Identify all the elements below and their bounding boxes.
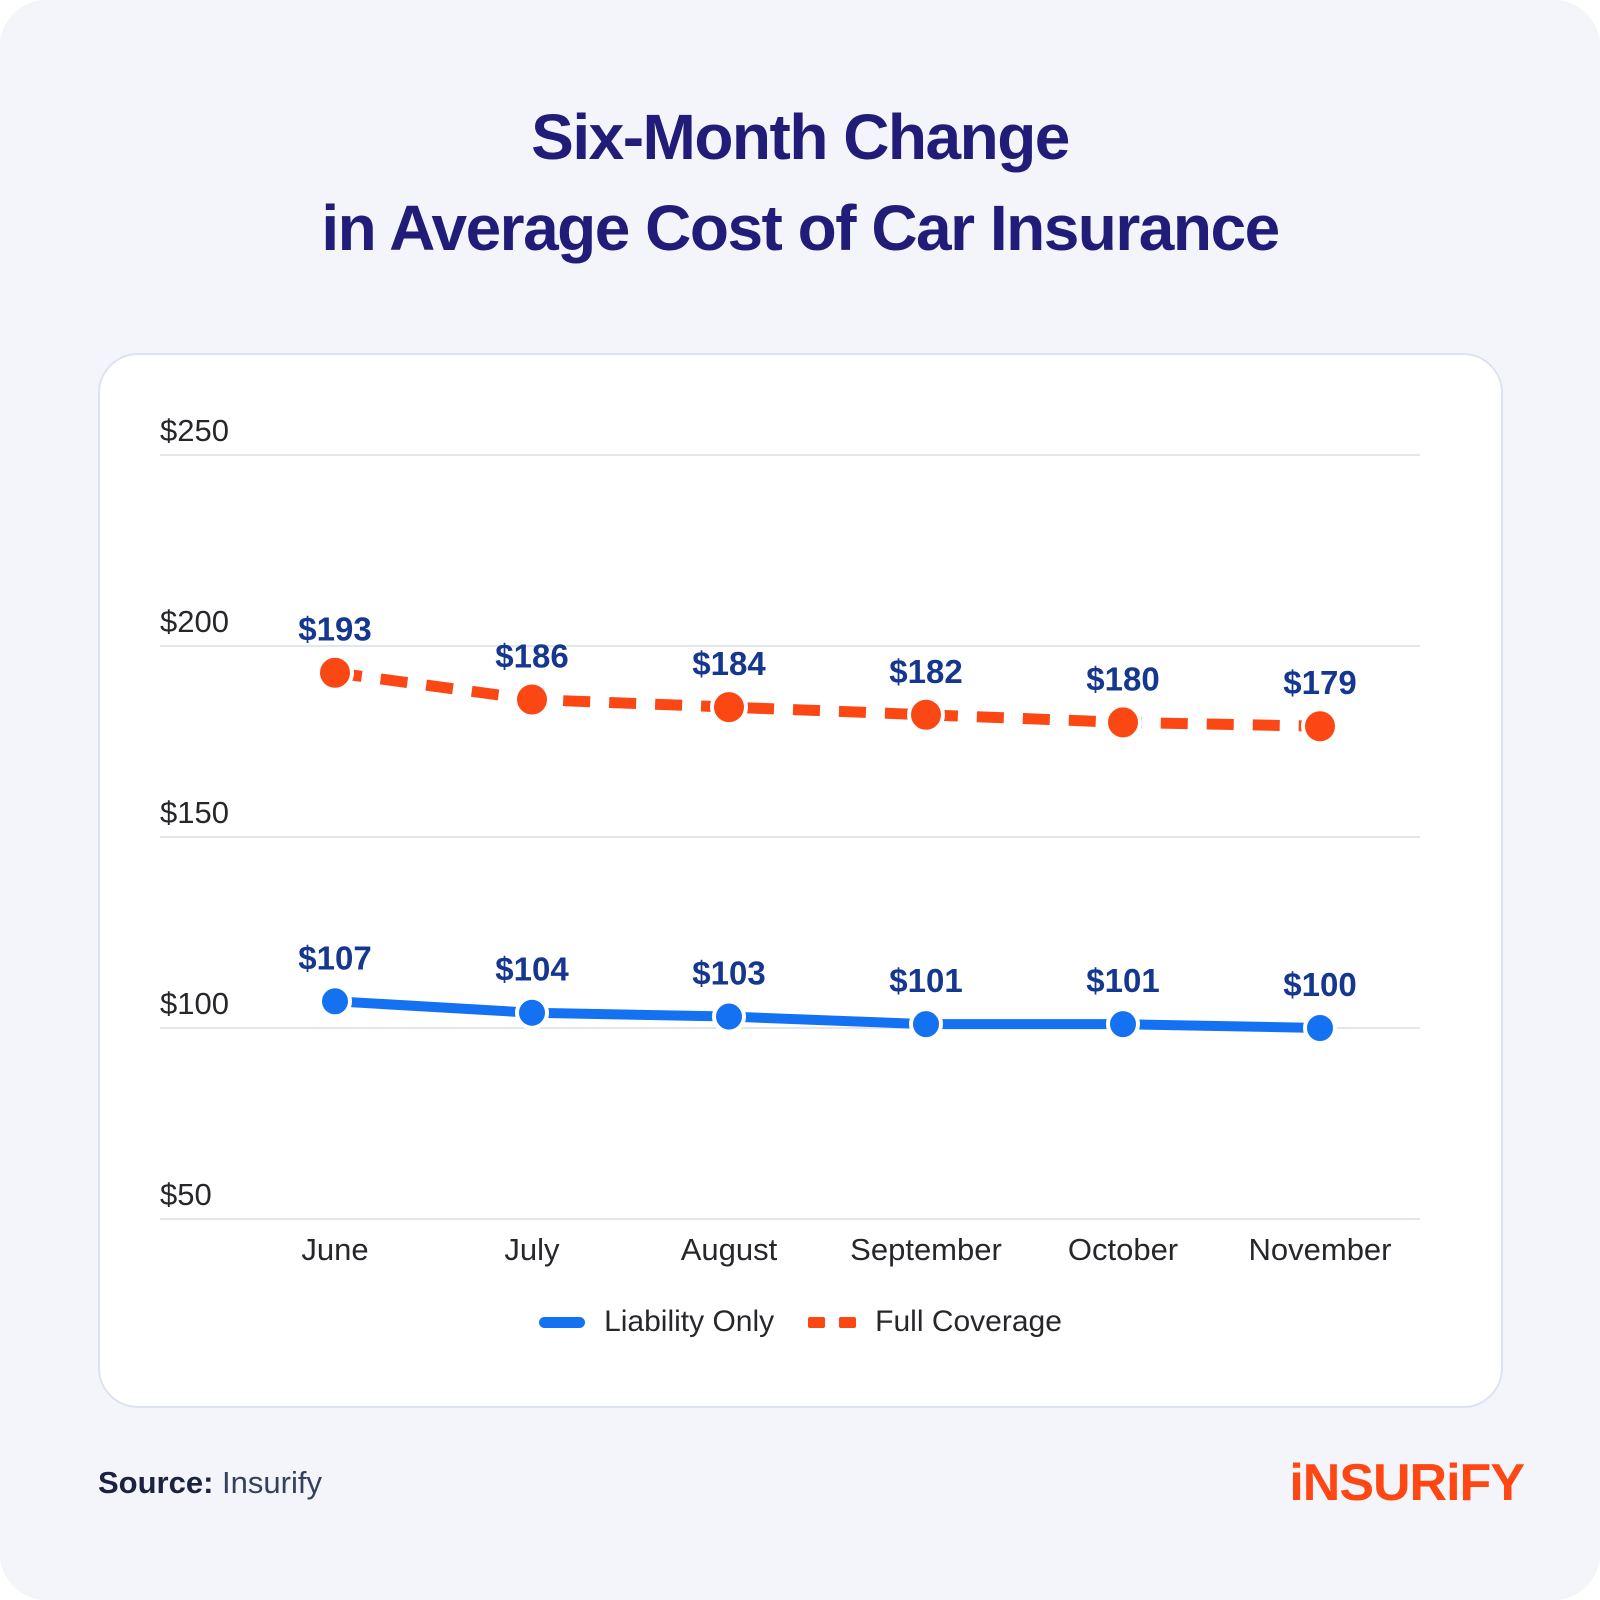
data-point-label: $182 <box>889 653 962 690</box>
source-value: Insurify <box>222 1465 322 1500</box>
y-axis-tick-label: $150 <box>160 795 229 830</box>
full-coverage-swatch <box>808 1316 857 1328</box>
x-axis-label: August <box>681 1232 778 1267</box>
data-point-marker <box>1301 707 1339 746</box>
title-line-1: Six-Month Change <box>531 101 1070 173</box>
data-point-label: $184 <box>692 645 766 682</box>
title-line-2: in Average Cost of Car Insurance <box>321 191 1280 264</box>
legend-label-liability-only: Liability Only <box>604 1305 775 1338</box>
footer: Source: Insurify iNSURiFY <box>98 1438 1525 1528</box>
y-axis-tick-label: $100 <box>160 986 229 1021</box>
legend-item-full-coverage: Full Coverage <box>808 1305 1062 1339</box>
liability-only-swatch <box>539 1316 586 1328</box>
x-axis-label: September <box>850 1232 1002 1267</box>
source-attribution: Source: Insurify <box>98 1465 322 1501</box>
data-point-label: $180 <box>1086 660 1159 697</box>
data-point-marker <box>712 999 746 1034</box>
data-point-label: $104 <box>495 951 569 988</box>
dash-segment <box>839 1316 857 1328</box>
data-point-label: $107 <box>298 939 371 976</box>
insurify-logo: iNSURiFY <box>1289 1454 1525 1512</box>
y-axis-tick-label: $200 <box>160 604 229 639</box>
y-axis-tick-label: $50 <box>160 1177 212 1212</box>
x-axis-label: June <box>301 1232 368 1267</box>
data-point-marker <box>316 653 354 692</box>
source-label: Source: <box>98 1465 214 1500</box>
data-point-label: $103 <box>692 955 765 992</box>
x-axis-label: October <box>1068 1232 1178 1267</box>
data-point-marker <box>909 1007 943 1042</box>
data-point-label: $193 <box>298 611 371 648</box>
full-coverage-line <box>334 667 1321 732</box>
data-point-marker <box>710 688 748 727</box>
x-axis-label: November <box>1249 1232 1392 1267</box>
data-point-marker <box>513 680 551 719</box>
chart-legend: Liability Only Full Coverage <box>100 1305 1501 1339</box>
page-title: Six-Month Change in Average Cost of Car … <box>0 0 1600 274</box>
chart-card: $250 $200 $150 $100 $50 $107 $104 $103 $101 $101 $… <box>98 353 1503 1408</box>
data-point-label: $179 <box>1283 664 1356 701</box>
data-point-label: $101 <box>889 962 962 999</box>
data-point-marker <box>1104 703 1142 742</box>
chart-canvas: $250 $200 $150 $100 $50 $107 $104 $103 $101 $101 $… <box>160 413 1420 1267</box>
data-point-marker <box>1106 1007 1140 1042</box>
data-point-label: $186 <box>495 637 568 674</box>
legend-item-liability-only: Liability Only <box>539 1305 774 1339</box>
legend-label-full-coverage: Full Coverage <box>875 1305 1062 1338</box>
data-point-label: $101 <box>1086 962 1159 999</box>
data-point-marker <box>515 995 549 1030</box>
x-axis-label: July <box>504 1232 560 1267</box>
y-axis-tick-label: $250 <box>160 413 229 448</box>
data-point-label: $100 <box>1283 966 1356 1003</box>
data-point-marker <box>907 695 945 734</box>
dash-segment <box>808 1316 826 1328</box>
data-point-marker <box>318 984 352 1019</box>
data-point-marker <box>1303 1011 1337 1045</box>
liability-only-line <box>330 996 1325 1033</box>
